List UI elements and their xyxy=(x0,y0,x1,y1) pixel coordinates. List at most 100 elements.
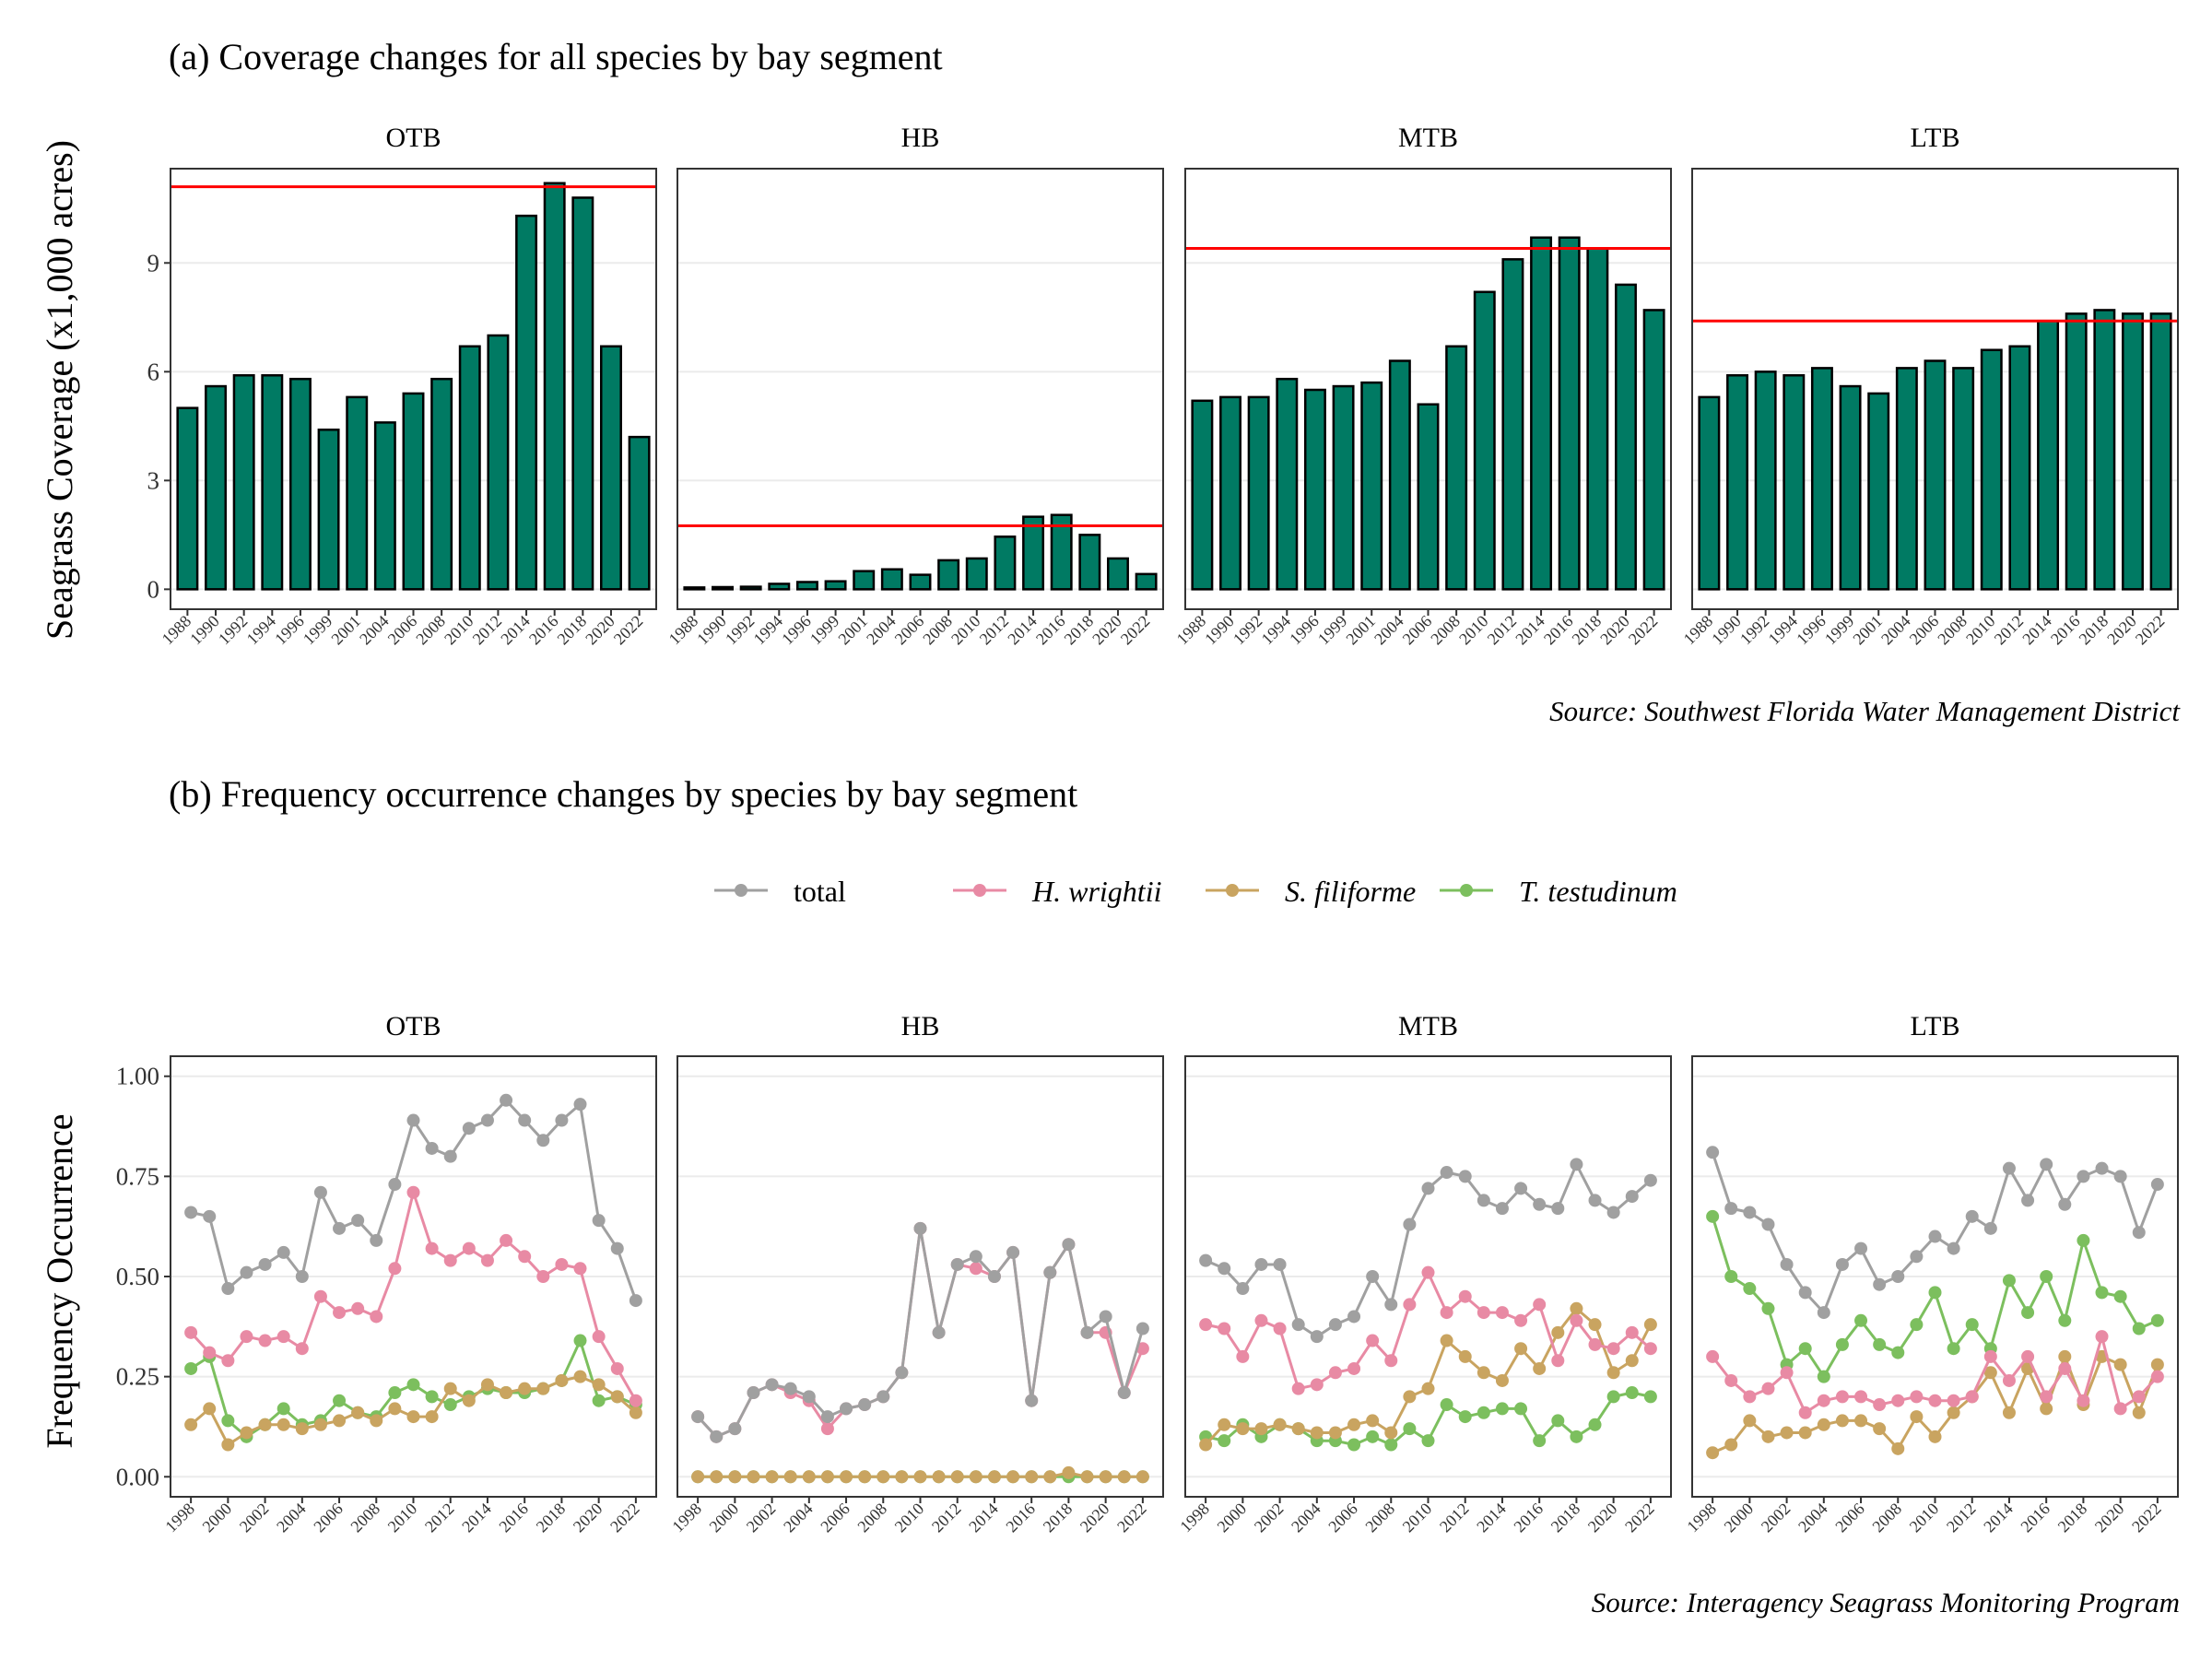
point-2013 xyxy=(462,1394,476,1407)
point-2001 xyxy=(1761,1218,1775,1231)
x-tick-label: 1988 xyxy=(665,612,702,649)
point-2012 xyxy=(1965,1209,1979,1223)
point-2004 xyxy=(1817,1418,1830,1431)
point-2002 xyxy=(1780,1366,1794,1380)
point-2001 xyxy=(1254,1422,1268,1436)
x-tick-label: 2006 xyxy=(891,612,928,649)
point-1998 xyxy=(1199,1438,1213,1452)
facet-otb: OTB1988199019921994199619992001200420062… xyxy=(147,123,657,648)
point-2017 xyxy=(2058,1313,2072,1327)
x-tick-label: 2004 xyxy=(1288,1500,1324,1536)
bar-1990 xyxy=(1219,395,1241,591)
point-2000 xyxy=(728,1470,742,1484)
point-2010 xyxy=(1421,1382,1435,1395)
x-tick-label: 2002 xyxy=(1758,1500,1794,1536)
panel-border xyxy=(1184,168,1672,610)
point-2013 xyxy=(1983,1221,1997,1235)
point-2006 xyxy=(840,1470,853,1484)
legend-item-total: total xyxy=(714,875,846,908)
point-2004 xyxy=(1817,1306,1830,1320)
point-1999 xyxy=(1218,1262,1231,1276)
point-2010 xyxy=(1928,1430,1942,1443)
point-1999 xyxy=(1218,1418,1231,1431)
point-2011 xyxy=(1440,1306,1453,1320)
point-2003 xyxy=(276,1330,290,1344)
x-tick-label: 2012 xyxy=(1484,612,1521,649)
point-1998 xyxy=(184,1206,198,1219)
point-2008 xyxy=(1891,1270,1905,1283)
point-2019 xyxy=(573,1370,587,1383)
point-2014 xyxy=(1495,1202,1509,1216)
x-tick-label: 1996 xyxy=(778,612,815,649)
point-2021 xyxy=(1625,1325,1639,1339)
facet-label: HB xyxy=(901,1011,940,1041)
point-2010 xyxy=(1421,1182,1435,1195)
point-2011 xyxy=(1947,1394,1960,1407)
bar-2012 xyxy=(1501,258,1524,591)
point-2013 xyxy=(969,1250,982,1264)
point-2022 xyxy=(629,1406,642,1419)
point-2017 xyxy=(2058,1197,2072,1211)
bar-2022 xyxy=(2149,312,2172,591)
point-2006 xyxy=(333,1394,347,1407)
x-tick-label: 2010 xyxy=(441,612,477,649)
point-1998 xyxy=(184,1418,198,1431)
point-2017 xyxy=(1551,1325,1565,1339)
bar-1994 xyxy=(1783,373,1806,591)
bar-2018 xyxy=(1586,247,1609,591)
point-2015 xyxy=(1514,1402,1528,1416)
point-2020 xyxy=(592,1378,606,1392)
point-2009 xyxy=(1910,1390,1924,1404)
x-tick-label: 2002 xyxy=(236,1500,273,1536)
point-2015 xyxy=(500,1386,513,1400)
point-2006 xyxy=(333,1306,347,1320)
facet-label: MTB xyxy=(1398,1011,1458,1041)
point-2010 xyxy=(1421,1434,1435,1448)
point-2019 xyxy=(2095,1330,2109,1344)
y-tick-label: 1.00 xyxy=(116,1063,159,1090)
point-2002 xyxy=(258,1334,272,1347)
x-tick-label: 1988 xyxy=(159,612,195,649)
point-2006 xyxy=(1854,1313,1868,1327)
x-tick-label: 2004 xyxy=(780,1500,817,1536)
point-2013 xyxy=(1983,1366,1997,1380)
bar-2022 xyxy=(628,435,651,591)
point-2000 xyxy=(221,1282,235,1296)
bar-2020 xyxy=(2122,312,2144,591)
bar-2014 xyxy=(515,214,538,591)
point-2009 xyxy=(388,1178,402,1192)
point-2018 xyxy=(2077,1394,2090,1407)
bar-2004 xyxy=(373,421,396,591)
point-2002 xyxy=(1273,1322,1287,1335)
x-tick-label: 2010 xyxy=(947,612,984,649)
point-2010 xyxy=(1928,1230,1942,1243)
point-2002 xyxy=(765,1470,779,1484)
bar-2018 xyxy=(2093,309,2116,591)
x-tick-label: 2022 xyxy=(610,612,647,649)
point-2019 xyxy=(1588,1337,1602,1351)
point-2014 xyxy=(2002,1406,2016,1419)
x-tick-label: 2010 xyxy=(384,1500,421,1536)
point-2012 xyxy=(1458,1170,1472,1183)
x-tick-label: 2010 xyxy=(1399,1500,1436,1536)
bar-2010 xyxy=(1473,290,1496,591)
point-2009 xyxy=(1910,1250,1924,1264)
point-2012 xyxy=(443,1382,457,1395)
point-1998 xyxy=(1706,1209,1720,1223)
point-1998 xyxy=(1199,1318,1213,1332)
point-2022 xyxy=(2150,1313,2164,1327)
point-2009 xyxy=(1910,1410,1924,1424)
x-tick-label: 1996 xyxy=(271,612,308,649)
bar-2001 xyxy=(346,395,369,591)
point-2001 xyxy=(1254,1257,1268,1271)
point-2009 xyxy=(1910,1318,1924,1332)
point-2017 xyxy=(536,1134,550,1147)
point-1999 xyxy=(710,1470,724,1484)
point-2018 xyxy=(1062,1465,1076,1479)
series-h-wrightii xyxy=(1706,1330,2164,1419)
panel-border xyxy=(1691,1055,2179,1498)
point-2005 xyxy=(820,1470,834,1484)
x-tick-label: 1999 xyxy=(1821,612,1858,649)
point-2006 xyxy=(1347,1418,1361,1431)
